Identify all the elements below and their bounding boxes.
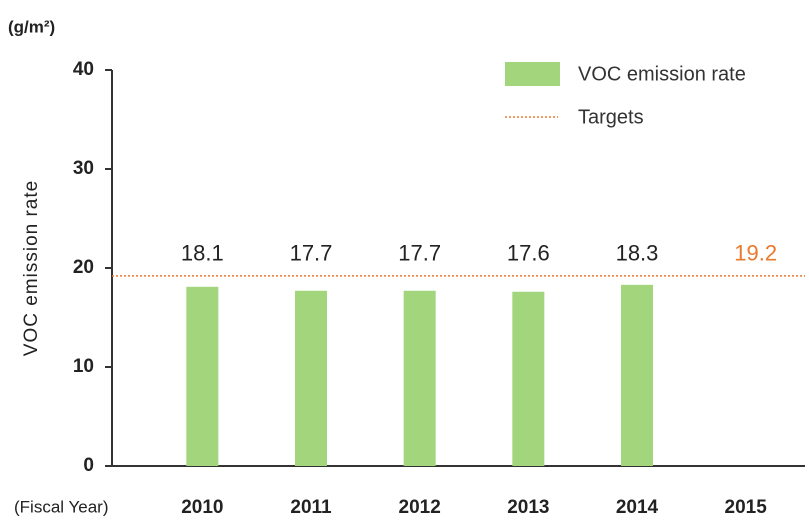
y-tick-label: 20 xyxy=(73,257,94,278)
bar xyxy=(295,290,327,466)
bar xyxy=(186,286,219,466)
y-tick-label: 40 xyxy=(73,59,94,80)
bar xyxy=(621,284,653,466)
target-label: 19.2 xyxy=(734,241,777,266)
x-tick-label: 2011 xyxy=(290,497,332,518)
x-tick-label: 2013 xyxy=(507,497,549,518)
legend-label: VOC emission rate xyxy=(578,63,746,85)
y-tick-label: 0 xyxy=(83,455,94,476)
unit-label: (g/m²) xyxy=(8,17,55,36)
y-tick-label: 10 xyxy=(73,356,94,377)
bar xyxy=(403,290,436,466)
value-label: 17.7 xyxy=(398,241,441,266)
x-tick-label: 2012 xyxy=(399,497,441,518)
bar xyxy=(512,291,545,466)
y-axis-label: VOC emission rate xyxy=(21,180,42,356)
legend-label: Targets xyxy=(578,106,644,128)
value-label: 18.1 xyxy=(181,241,224,266)
legend-swatch xyxy=(505,62,560,86)
value-label: 17.6 xyxy=(507,241,550,266)
value-label: 18.3 xyxy=(616,241,659,266)
x-axis-label: (Fiscal Year) xyxy=(14,497,108,516)
x-tick-label: 2014 xyxy=(616,497,659,518)
x-tick-label: 2015 xyxy=(725,497,768,518)
value-label: 17.7 xyxy=(290,241,333,266)
x-tick-label: 2010 xyxy=(181,497,223,518)
y-tick-label: 30 xyxy=(73,158,94,179)
